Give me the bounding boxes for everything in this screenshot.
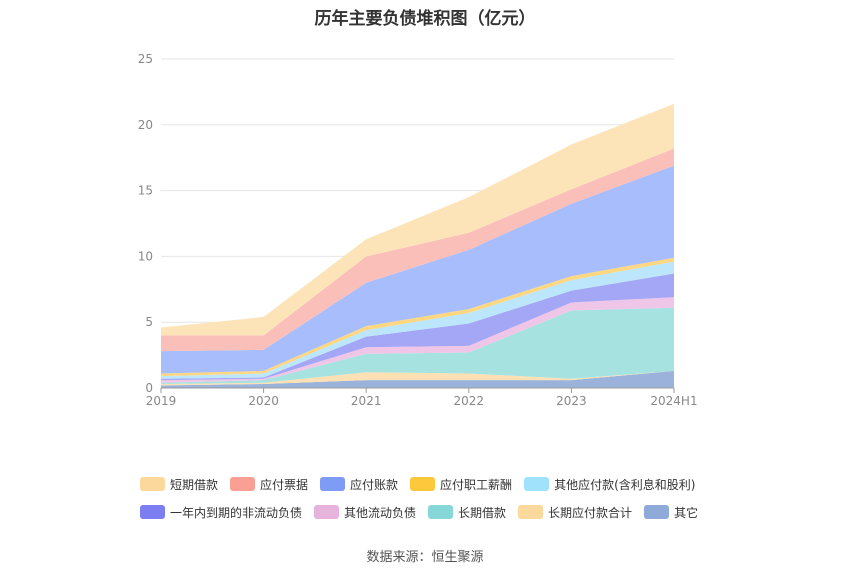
area-series-7 — [161, 165, 674, 374]
y-tick-label: 25 — [138, 52, 153, 66]
legend-label: 短期借款 — [170, 477, 219, 492]
legend-label: 长期借款 — [458, 505, 507, 520]
legend-swatch — [644, 505, 670, 519]
y-tick-label: 15 — [138, 184, 153, 198]
legend-row-2: 一年内到期的非流动负债 其他流动负债 长期借款 长期应付款合计 其它 — [140, 498, 720, 526]
legend-swatch — [518, 505, 544, 519]
legend-item[interactable]: 一年内到期的非流动负债 — [140, 504, 302, 521]
x-tick-label: 2024H1 — [650, 394, 697, 408]
legend-swatch — [140, 505, 165, 519]
legend-item[interactable]: 应付票据 — [230, 476, 308, 493]
legend-label: 应付职工薪酬 — [440, 477, 513, 492]
legend-item[interactable]: 长期借款 — [428, 504, 506, 521]
legend-label: 应付票据 — [260, 477, 309, 492]
legend-swatch — [320, 477, 346, 491]
area-series-4 — [161, 273, 674, 381]
legend-item[interactable]: 其他应付款(含利息和股利) — [524, 476, 695, 493]
x-tick-label: 2023 — [556, 394, 587, 408]
stacked-area-chart: 0 5 10 15 20 25 2019 2020 2021 2022 2023 2024H1 — [138, 52, 698, 408]
area-series-0 — [161, 370, 674, 388]
x-tick-label: 2019 — [146, 394, 177, 408]
legend-swatch — [428, 505, 454, 519]
area-series — [161, 103, 674, 388]
legend-label: 应付账款 — [350, 477, 399, 492]
area-series-9 — [161, 103, 674, 336]
chart-title: 历年主要负债堆积图（亿元） — [314, 9, 536, 29]
area-series-3 — [161, 297, 674, 383]
legend-swatch — [230, 477, 256, 491]
legend-swatch — [314, 505, 340, 519]
legend-label: 一年内到期的非流动负债 — [170, 505, 303, 520]
legend-item[interactable]: 其它 — [644, 504, 698, 521]
y-tick-label: 10 — [138, 249, 153, 263]
y-tick-label: 20 — [138, 118, 153, 132]
x-tick-label: 2021 — [351, 394, 382, 408]
legend-item[interactable]: 长期应付款合计 — [518, 504, 632, 521]
area-series-8 — [161, 148, 674, 352]
legend-item[interactable]: 应付职工薪酬 — [410, 476, 512, 493]
legend-label: 其他应付款(含利息和股利) — [554, 477, 696, 492]
legend-item[interactable]: 短期借款 — [140, 476, 218, 493]
axes: 0 5 10 15 20 25 2019 2020 2021 2022 2023 2024H1 — [138, 52, 698, 408]
legend-item[interactable]: 其他流动负债 — [314, 504, 416, 521]
legend-swatch — [410, 477, 436, 491]
area-series-5 — [161, 261, 674, 379]
legend-label: 其他流动负债 — [344, 505, 417, 520]
area-series-6 — [161, 257, 674, 377]
data-source: 数据来源：恒生聚源 — [366, 550, 484, 565]
x-tick-label: 2022 — [454, 394, 485, 408]
y-tick-label: 0 — [145, 381, 153, 395]
legend-swatch — [524, 477, 550, 491]
area-series-2 — [161, 307, 674, 385]
legend-label: 长期应付款合计 — [548, 505, 633, 520]
legend-item[interactable]: 应付账款 — [320, 476, 398, 493]
y-tick-label: 5 — [145, 315, 153, 329]
legend: 短期借款 应付票据 应付账款 应付职工薪酬 其他应付款(含利息和股利) 一年内到期的非流… — [140, 470, 720, 526]
area-series-1 — [161, 370, 674, 386]
legend-row-1: 短期借款 应付票据 应付账款 应付职工薪酬 其他应付款(含利息和股利) — [140, 470, 720, 498]
x-tick-label: 2020 — [248, 394, 279, 408]
legend-swatch — [140, 477, 165, 491]
legend-label: 其它 — [674, 505, 699, 520]
